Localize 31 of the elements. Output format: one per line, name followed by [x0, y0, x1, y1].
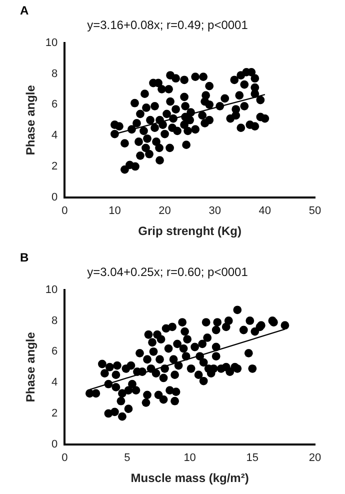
x-tick-label: 20: [158, 205, 171, 218]
y-tick-label: 0: [52, 191, 58, 204]
x-tick-label: 10: [184, 452, 196, 464]
chart-title: B: [20, 250, 29, 265]
y-tick-label: 4: [52, 130, 58, 142]
y-axis-title: Phase angle: [24, 332, 38, 402]
x-tick-label: 50: [308, 205, 322, 218]
y-tick-label: 4: [52, 376, 58, 389]
x-tick-label: 0: [62, 205, 68, 218]
y-tick-label: 8: [52, 68, 58, 80]
y-tick-label: 0: [52, 438, 58, 450]
chart-subtitle: y=3.04+0.25x; r=0.60; p<0001: [87, 264, 248, 279]
chart-subtitle: y=3.16+0.08x; r=0.49; p<0001: [87, 18, 248, 32]
x-axis-title: Muscle mass (kg/m²): [130, 471, 249, 486]
chart-title: A: [20, 4, 29, 18]
y-tick-label: 2: [52, 408, 58, 420]
x-tick-label: 15: [246, 452, 259, 464]
y-axis-title: Phase angle: [24, 84, 38, 156]
x-tick-label: 10: [108, 205, 121, 218]
x-tick-label: 40: [258, 205, 272, 218]
y-tick-label: 8: [52, 314, 58, 327]
x-tick-label: 30: [208, 205, 221, 218]
y-tick-label: 2: [52, 160, 58, 173]
y-tick-label: 6: [52, 98, 58, 111]
x-tick-label: 0: [62, 452, 68, 464]
x-axis-title: Grip strenght (Kg): [138, 224, 242, 238]
y-tick-label: 10: [45, 284, 58, 296]
y-tick-label: 10: [45, 36, 58, 49]
x-tick-label: 5: [124, 452, 130, 464]
y-tick-label: 6: [52, 346, 58, 358]
x-tick-label: 20: [308, 452, 322, 464]
